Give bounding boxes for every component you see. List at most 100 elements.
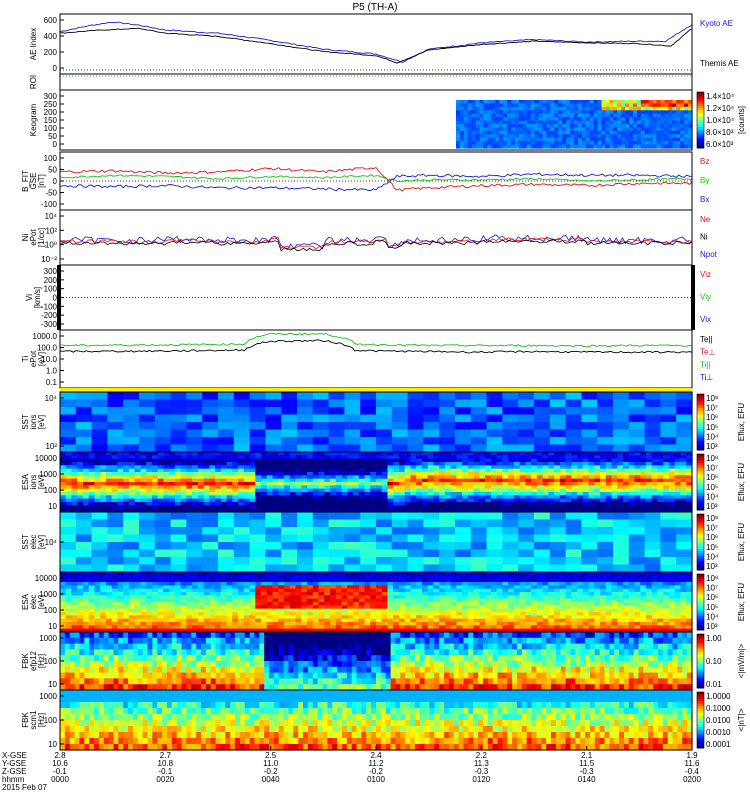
spectrogram-cell [155, 557, 171, 565]
keogram-cell [460, 110, 465, 114]
spectrogram-cell [250, 422, 266, 430]
keogram-cell [558, 100, 563, 104]
keogram-cell [676, 114, 681, 118]
keogram-cell [680, 145, 685, 149]
spectrogram-cell [344, 557, 360, 565]
spectrogram-cell [471, 527, 487, 535]
keogram-cell [507, 141, 512, 145]
keogram-cell [472, 127, 477, 131]
spectrogram-cell [645, 400, 661, 408]
spectrogram-cell [581, 527, 597, 535]
keogram-cell [617, 121, 622, 125]
keogram-cell [558, 114, 563, 118]
keogram-cell [594, 117, 599, 121]
spectrogram-cell [186, 407, 202, 415]
spectrogram-cell [471, 407, 487, 415]
y-tick-label: 10000 [35, 454, 58, 463]
keogram-cell [684, 134, 689, 138]
colorbar-tick-label: 10⁸ [706, 454, 718, 463]
keogram-cell [562, 103, 567, 107]
spectrogram-cell [629, 512, 645, 520]
keogram-cell [503, 100, 508, 104]
keogram-cell [476, 127, 481, 131]
spectrogram-cell [597, 565, 613, 573]
keogram-cell [491, 117, 496, 121]
keogram-cell [460, 124, 465, 128]
spectrogram-cell [676, 445, 692, 453]
spectrogram-cell [234, 535, 250, 543]
keogram-cell [472, 117, 477, 121]
keogram-cell [633, 121, 638, 125]
spectrogram-cell [613, 437, 629, 445]
keogram-cell [468, 138, 473, 142]
spectrogram-cell [360, 565, 376, 573]
keogram-cell [613, 103, 618, 107]
keogram-cell [617, 103, 622, 107]
spectrogram-cell [250, 400, 266, 408]
keogram-cell [617, 100, 622, 104]
spectrogram-cell [297, 557, 313, 565]
spectrogram-cell [550, 437, 566, 445]
keogram-cell [629, 138, 634, 142]
spectrogram-cell [297, 430, 313, 438]
keogram-cell [684, 121, 689, 125]
keogram-cell [472, 124, 477, 128]
spectrogram-cell [439, 557, 455, 565]
spectrogram-cell [313, 520, 329, 528]
keogram-cell [582, 131, 587, 135]
keogram-cell [637, 141, 642, 145]
spectrogram-cell [376, 535, 392, 543]
keogram-cell [613, 134, 618, 138]
spectrogram-cell [392, 520, 408, 528]
spectrogram-cell [487, 392, 503, 400]
spectrogram-cell [550, 527, 566, 535]
spectrogram-cell [376, 392, 392, 400]
spectrogram-cell [566, 542, 582, 550]
keogram-cell [491, 138, 496, 142]
keogram-cell [605, 124, 610, 128]
spectrogram-cell [408, 445, 424, 453]
colorbar-tick-label: 10³ [706, 502, 718, 511]
spectrogram-cell [202, 422, 218, 430]
spectrogram-cell [92, 557, 108, 565]
keogram-cell [653, 103, 658, 107]
keogram-cell [527, 145, 532, 149]
keogram-cell [464, 100, 469, 104]
spectrogram-cell [581, 392, 597, 400]
keogram-cell [511, 107, 516, 111]
keogram-cell [511, 124, 516, 128]
spectrogram-cell [376, 422, 392, 430]
spectrogram-cell [629, 520, 645, 528]
keogram-cell [523, 114, 528, 118]
y-tick-label: -100 [41, 302, 58, 311]
keogram-cell [468, 100, 473, 104]
legend-entry: Te|| [700, 335, 713, 344]
keogram-cell [472, 134, 477, 138]
keogram-cell [503, 141, 508, 145]
keogram-cell [523, 100, 528, 104]
keogram-cell [507, 124, 512, 128]
keogram-cell [672, 138, 677, 142]
keogram-cell [515, 110, 520, 114]
keogram-cell [605, 110, 610, 114]
spectrogram-cell [92, 422, 108, 430]
spectrogram-cell [518, 512, 534, 520]
spectrogram-cell [202, 527, 218, 535]
keogram-cell [507, 100, 512, 104]
spectrogram-cell [186, 565, 202, 573]
spectrogram-cell [297, 535, 313, 543]
colorbar-tick-label: 10⁶ [706, 413, 718, 422]
spectrogram-cell [313, 422, 329, 430]
keogram-cell [511, 127, 516, 131]
keogram-cell [582, 107, 587, 111]
keogram-cell [598, 100, 603, 104]
spectrogram-cell [250, 392, 266, 400]
keogram-cell [539, 117, 544, 121]
spectrogram-cell [60, 512, 76, 520]
keogram-cell [629, 141, 634, 145]
keogram-cell [680, 138, 685, 142]
keogram-cell [539, 124, 544, 128]
spectrogram-cell [139, 520, 155, 528]
keogram-cell [543, 127, 548, 131]
keogram-cell [535, 124, 540, 128]
